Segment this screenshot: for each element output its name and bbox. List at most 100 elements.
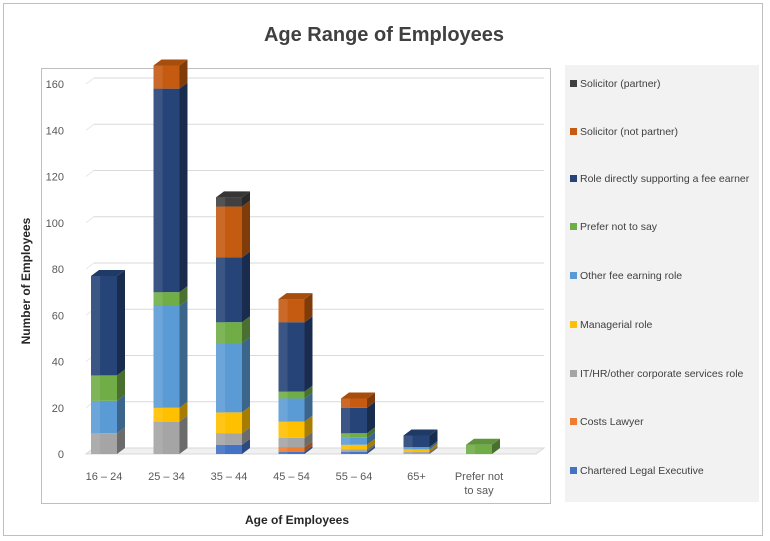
bar-segment: [278, 451, 305, 454]
legend-swatch: [570, 321, 577, 328]
bar-side: [117, 427, 125, 454]
bar-side: [367, 438, 375, 450]
bar-highlight: [341, 398, 351, 408]
bar-highlight: [403, 435, 413, 448]
bar-segment: [341, 451, 367, 454]
bar-side: [367, 443, 375, 452]
bar-side: [304, 415, 313, 438]
bar-highlight: [153, 306, 163, 408]
x-tick-label: 25 – 34: [148, 471, 185, 483]
bar-side: [179, 401, 188, 422]
bar-side: [304, 293, 313, 323]
bar-highlight: [91, 433, 101, 454]
bar-side: [367, 427, 375, 438]
chart-title: Age Range of Employees: [263, 24, 505, 46]
bar-segment: [403, 451, 430, 454]
bar-highlight: [341, 449, 351, 452]
bar-side: [367, 431, 375, 445]
legend-swatch: [570, 128, 577, 135]
legend-swatch: [570, 418, 577, 425]
bar-highlight: [466, 444, 476, 454]
bar-highlight: [216, 257, 226, 323]
bar-side: [304, 316, 313, 392]
chart-frame: Age Range of Employees Number of Employe…: [3, 3, 763, 536]
bar-highlight: [278, 421, 288, 438]
bar-segment: [278, 447, 305, 452]
legend: Solicitor (partner) Solicitor (not partne…: [565, 65, 759, 502]
bar-side: [242, 427, 250, 445]
bar-segment: [216, 444, 242, 454]
y-tick-label: 40: [52, 357, 64, 369]
bar-highlight: [153, 407, 163, 422]
legend-swatch: [570, 370, 577, 377]
gridline-side: [85, 123, 95, 131]
bar-side: [179, 59, 188, 89]
bar-highlight: [278, 437, 288, 448]
bar-side: [242, 438, 250, 454]
bar-highlight: [153, 292, 163, 306]
plot-area: [41, 68, 551, 504]
bar-segment: [466, 444, 492, 454]
gridline-side: [85, 77, 95, 85]
x-axis-label: Age of Employees: [244, 513, 350, 527]
bar-segment: [403, 449, 430, 452]
bar-side: [492, 438, 500, 454]
bar-segment: [278, 391, 305, 399]
legend-swatch: [570, 467, 577, 474]
bar-side: [179, 82, 188, 293]
bar-highlight: [216, 322, 226, 343]
y-tick-label: 20: [52, 403, 64, 415]
bar-highlight: [278, 451, 288, 454]
x-tick-label: 35 – 44: [211, 471, 248, 483]
bar-highlight: [403, 449, 413, 452]
bar-highlight: [153, 65, 163, 89]
x-tick-label: 55 – 64: [336, 471, 373, 483]
legend-label: Other fee earning role: [580, 270, 683, 282]
bar-side: [367, 392, 375, 408]
x-tick-label: 45 – 54: [273, 471, 310, 483]
legend-swatch: [570, 175, 577, 182]
bar-segment: [341, 444, 367, 450]
bar-side: [304, 385, 313, 399]
bar-top: [278, 293, 313, 300]
bar-top: [216, 191, 250, 198]
bar-highlight: [341, 444, 351, 450]
bar-top: [341, 392, 375, 399]
bar-highlight: [91, 375, 101, 401]
bar-side: [429, 429, 438, 448]
bar-top: [91, 269, 125, 276]
bar-side: [242, 251, 250, 323]
bar-segment: [216, 433, 242, 445]
bar-segment: [341, 398, 367, 408]
bar-segment: [341, 437, 367, 445]
bar-side: [429, 445, 438, 454]
gridline-side: [85, 170, 95, 177]
bar-segment: [278, 437, 305, 448]
x-tick-label: to say: [464, 485, 494, 497]
bar-highlight: [278, 398, 288, 422]
bar-top: [153, 59, 188, 66]
chart-svg: 0 20 40 60 80 100 120 140 160 16 – 24 25 – 34 35 – …: [46, 59, 546, 497]
bar-highlight: [153, 421, 163, 454]
bar-highlight: [278, 322, 288, 392]
bar-highlight: [403, 447, 413, 450]
bar-highlight: [278, 391, 288, 399]
bar-highlight: [278, 447, 288, 452]
bar-highlight: [216, 343, 226, 413]
gridline-side: [85, 262, 95, 270]
bar-side: [179, 415, 188, 454]
legend-swatch: [570, 80, 577, 87]
bar-highlight: [153, 88, 163, 293]
bar-highlight: [216, 444, 226, 454]
bar-highlight: [216, 412, 226, 434]
bar-segment: [341, 433, 367, 438]
legend-label: Costs Lawyer: [580, 416, 644, 428]
bar-side: [367, 401, 375, 434]
bar-highlight: [278, 299, 288, 323]
y-tick-label: 160: [46, 79, 64, 91]
legend-label: Chartered Legal Executive: [580, 465, 704, 477]
legend-label: Prefer not to say: [580, 221, 658, 233]
bar-side: [242, 337, 250, 413]
bar-side: [304, 431, 313, 448]
bar-highlight: [216, 197, 226, 207]
